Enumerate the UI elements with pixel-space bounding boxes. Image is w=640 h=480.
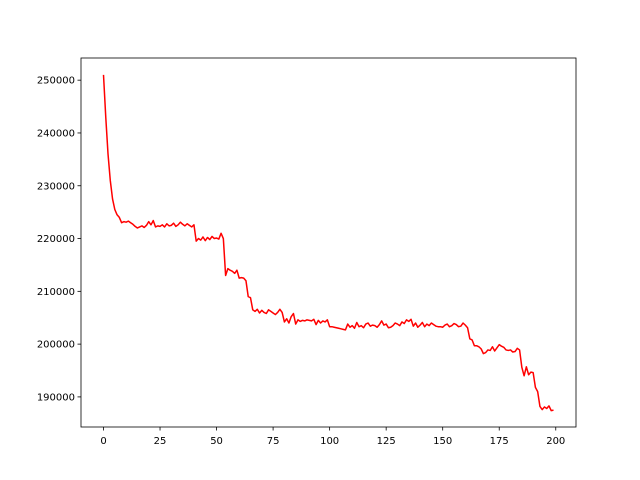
x-tick-label: 125 xyxy=(377,436,396,447)
y-tick-label: 220000 xyxy=(37,234,75,245)
x-tick-label: 25 xyxy=(154,436,167,447)
x-tick-label: 150 xyxy=(433,436,452,447)
y-tick-label: 230000 xyxy=(37,181,75,192)
y-tick-label: 190000 xyxy=(37,392,75,403)
y-tick-label: 250000 xyxy=(37,76,75,87)
y-tick-label: 200000 xyxy=(37,340,75,351)
x-tick-label: 50 xyxy=(210,436,223,447)
plot-frame xyxy=(80,57,577,428)
x-tick-label: 200 xyxy=(546,436,565,447)
y-tick-label: 240000 xyxy=(37,128,75,139)
x-tick-label: 100 xyxy=(320,436,339,447)
x-tick-label: 75 xyxy=(267,436,280,447)
x-tick-label: 0 xyxy=(100,436,106,447)
y-tick-label: 210000 xyxy=(37,287,75,298)
x-tick-label: 175 xyxy=(490,436,509,447)
data-line xyxy=(102,74,554,412)
